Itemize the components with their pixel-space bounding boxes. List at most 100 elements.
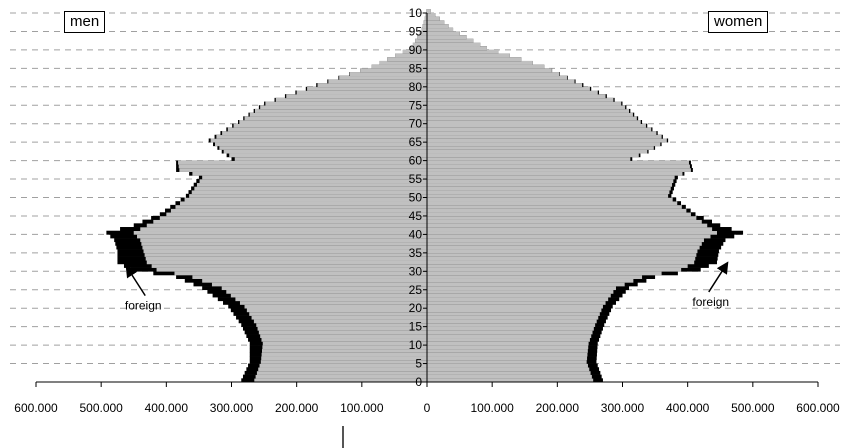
bar-women-native (427, 105, 626, 110)
bar-women-native (427, 356, 588, 361)
bar-men-native (226, 289, 427, 294)
bar-women-native (427, 49, 499, 54)
bar-men-native (235, 297, 427, 302)
bar-men-native (194, 186, 427, 191)
bar-men-native (415, 38, 427, 43)
bar-women-native (427, 101, 622, 106)
bar-men-native (175, 204, 427, 209)
bar-men-native (257, 326, 427, 331)
bar-women-native (427, 348, 588, 353)
y-tick-label: 60 (409, 154, 423, 168)
bar-men-native (170, 208, 427, 213)
bar-women-native (427, 127, 652, 132)
axes (35, 12, 819, 448)
y-tick-label: 75 (409, 98, 423, 112)
bar-women-native (427, 260, 695, 265)
bar-women-native (427, 293, 611, 298)
bar-women-native (427, 94, 606, 99)
bar-men-native (261, 348, 427, 353)
legend-men: men (64, 11, 106, 33)
bar-women-native (427, 131, 657, 136)
bar-men-native (417, 35, 427, 40)
bar-women-native (427, 315, 599, 320)
bar-women-native (427, 319, 597, 324)
y-tick-label: 90 (409, 43, 423, 57)
bar-men-native (423, 20, 427, 25)
y-tick-label: 10 (409, 6, 423, 20)
x-tick-label: 500.000 (79, 401, 123, 415)
bar-women-native (427, 337, 590, 342)
bar-women-native (427, 68, 552, 73)
bar-men-native (412, 42, 427, 47)
bar-men-native (151, 263, 427, 268)
bar-men-native (251, 315, 427, 320)
bar-men-native (214, 142, 427, 147)
bar-men-native (262, 345, 427, 350)
bar-women-native (427, 201, 678, 206)
bar-women-native (427, 16, 440, 21)
x-tick-label: 200.000 (275, 401, 319, 415)
bar-men-native (227, 127, 427, 132)
bar-men-native (261, 352, 427, 357)
bar-women-native (427, 297, 609, 302)
bar-women-native (427, 234, 711, 239)
bar-women-native (427, 108, 630, 113)
bar-women-native (427, 330, 593, 335)
bar-women-native (427, 57, 522, 62)
bar-men-native (258, 367, 427, 372)
bar-women-native (427, 252, 697, 257)
bar-men-native (265, 101, 427, 106)
bar-men-native (133, 230, 427, 235)
bar-women-native (427, 208, 687, 213)
bar-men-native (192, 274, 427, 279)
bar-men-native (159, 215, 428, 220)
bar-men-native (146, 260, 428, 265)
bar-men-native (239, 300, 427, 305)
bar-men-native (249, 311, 427, 316)
bar-men-native (256, 370, 427, 375)
bar-men-native (153, 219, 428, 224)
bar-men-native (192, 171, 427, 176)
x-tick-label: 200.000 (536, 401, 580, 415)
bar-women-native (427, 79, 575, 84)
bar-women-native (427, 123, 646, 128)
y-tick-label: 85 (409, 61, 423, 75)
bar-men-native (426, 9, 427, 14)
bar-women-native (427, 197, 673, 202)
x-tick-label: 100.000 (470, 401, 514, 415)
legend-women: women (708, 11, 769, 33)
bar-women-native (427, 370, 591, 375)
x-tick-label: 400.000 (666, 401, 710, 415)
bar-men-native (179, 167, 427, 172)
bar-women-native (427, 72, 560, 77)
bar-women-native (427, 241, 702, 246)
bars-layer (106, 9, 744, 383)
bar-women-native (427, 35, 467, 40)
bar-men-native (261, 356, 427, 361)
bar-men-native (140, 227, 427, 232)
bar-women-native (427, 212, 691, 217)
bar-men-native (261, 337, 427, 342)
bar-women-native (427, 120, 641, 124)
bar-women-native (427, 271, 662, 276)
y-tick-label: 65 (409, 135, 423, 149)
bar-men-native (422, 24, 427, 29)
bar-men-native (307, 86, 427, 91)
bar-men-native (210, 138, 427, 143)
bar-men-native (371, 64, 427, 69)
x-tick-label: 100.000 (340, 401, 384, 415)
y-tick-label: 45 (409, 209, 423, 223)
y-tick-labels: 0 5 10 15 20 25 30 35 40 45 50 55 60 65 70 75 80 85 90 95 10 (409, 6, 423, 389)
bar-women-native (427, 300, 606, 305)
bar-women-native (427, 378, 594, 383)
bar-men-native (174, 271, 427, 276)
bar-men-native (328, 79, 427, 84)
bar-women-native (427, 116, 637, 121)
bar-men-native (222, 131, 427, 136)
bar-women-native (427, 167, 691, 172)
bar-men-native (317, 83, 427, 88)
y-tick-label: 10 (409, 338, 423, 352)
y-tick-label: 35 (409, 246, 423, 260)
bar-women-native (427, 138, 667, 143)
bar-men-native (178, 164, 427, 169)
